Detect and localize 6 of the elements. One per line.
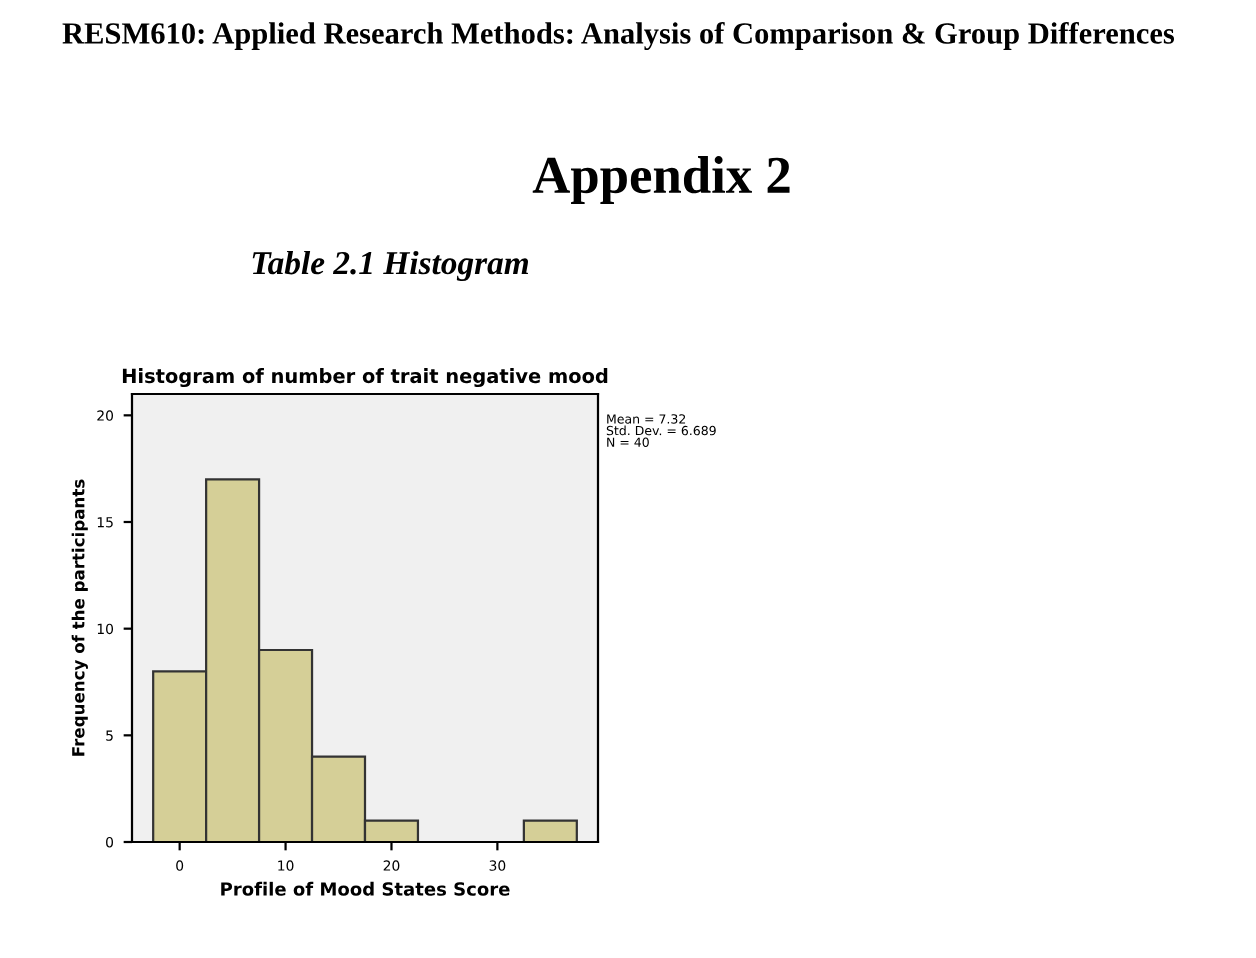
x-axis-title: Profile of Mood States Score xyxy=(221,881,510,896)
y-axis-title: Frequency of the participants xyxy=(71,479,88,756)
chart-title: Histogram of number of trait negative mood xyxy=(122,368,608,388)
text: RESM610: Applied Research Methods: Analysis of Comparison & Group Differences xyxy=(62,21,1175,51)
text: Appendix 2 xyxy=(532,156,790,204)
caption: Table 2.1 Histogram xyxy=(252,250,529,282)
